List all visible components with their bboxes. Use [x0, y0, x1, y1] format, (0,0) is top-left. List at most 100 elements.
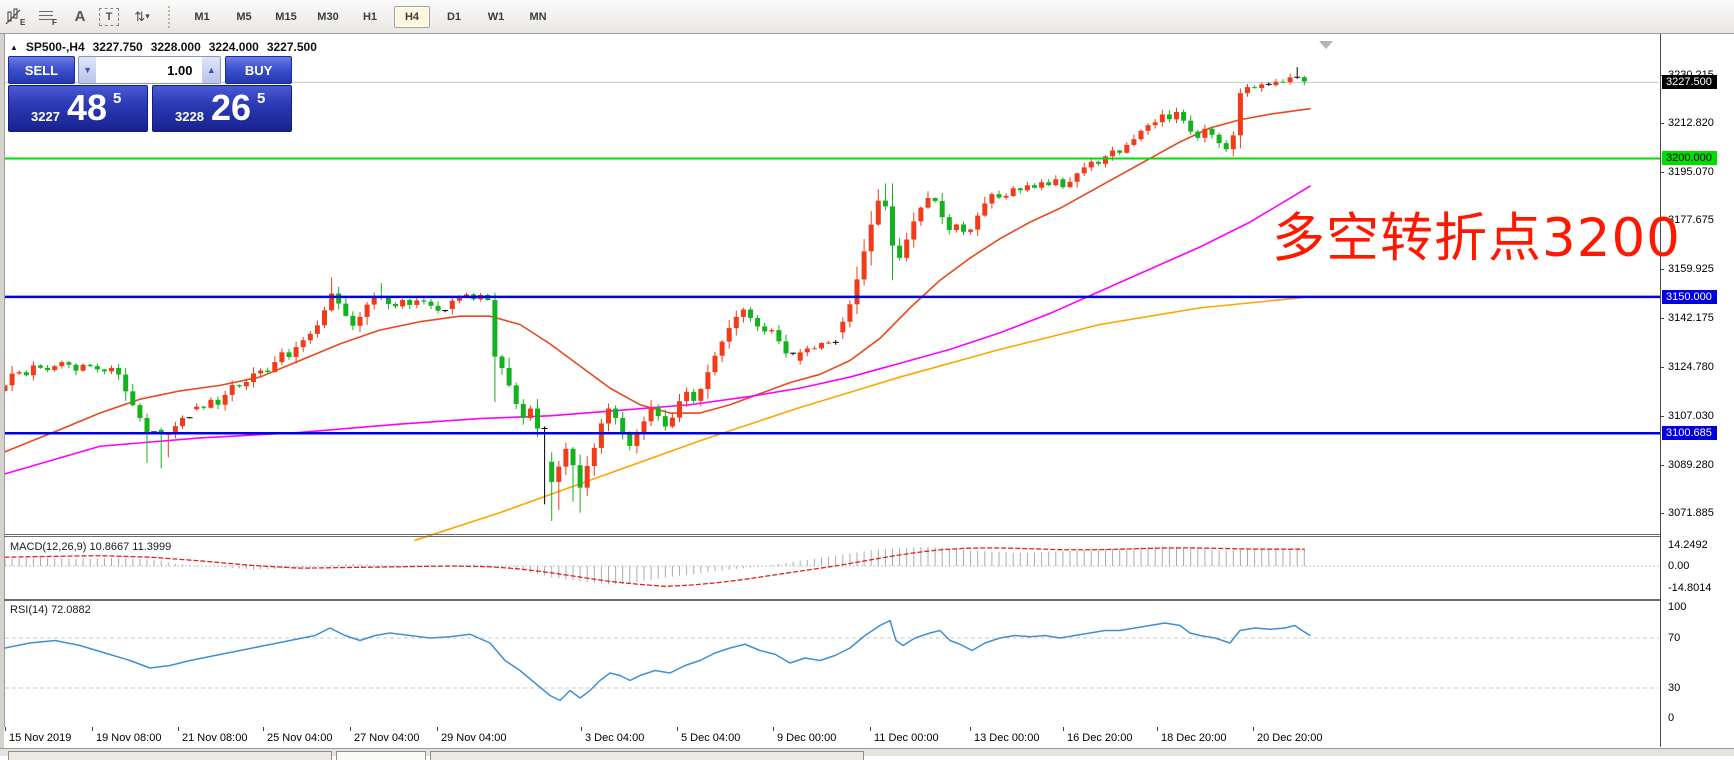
- price-axis-badge: 3227.500: [1662, 75, 1717, 90]
- time-axis-label: 15 Nov 2019: [9, 732, 72, 744]
- rsi-panel[interactable]: [4, 600, 1660, 729]
- timeframe-button-m5[interactable]: M5: [236, 10, 252, 23]
- time-axis-tick: [350, 727, 351, 731]
- timeframe-button-m15[interactable]: M15: [275, 10, 297, 23]
- macd-label: MACD(12,26,9) 10.8667 11.3999: [10, 541, 172, 553]
- rsi-label: RSI(14) 72.0882: [10, 604, 91, 616]
- price-axis-tick: [1661, 74, 1664, 76]
- price-axis-label: 3107.030: [1668, 409, 1714, 422]
- time-axis-tick: [263, 727, 264, 731]
- timeframe-button-h4[interactable]: H4: [394, 5, 430, 28]
- cycler-icon[interactable]: ⇅ ▾: [134, 8, 150, 24]
- symbol-ohlc-bar: ▲ SP500-,H4 3227.750 3228.000 3224.000 3…: [10, 40, 317, 54]
- time-axis-tick: [92, 727, 93, 731]
- time-axis-tick: [870, 727, 871, 731]
- chart-tab[interactable]: [430, 751, 864, 760]
- sell-button[interactable]: SELL: [8, 56, 75, 84]
- rsi-axis-label: 30: [1668, 682, 1681, 694]
- time-axis-tick: [1063, 727, 1064, 731]
- time-axis-label: 18 Dec 20:00: [1161, 732, 1227, 744]
- time-axis-tick: [1253, 727, 1254, 731]
- price-axis-tick: [1661, 318, 1664, 320]
- volume-input[interactable]: [96, 57, 203, 83]
- price-axis-tick: [1661, 415, 1664, 417]
- time-axis-label: 11 Dec 00:00: [874, 732, 939, 744]
- time-axis-label: 16 Dec 20:00: [1067, 732, 1133, 744]
- price-axis-badge: 3150.000: [1662, 289, 1717, 304]
- timeframe-button-m1[interactable]: M1: [194, 10, 210, 23]
- buy-price-handle: 3228: [175, 109, 204, 124]
- rsi-line: [4, 619, 1311, 702]
- time-axis-label: 21 Nov 08:00: [182, 732, 248, 744]
- buy-price-display[interactable]: 3228 26 5: [152, 85, 292, 132]
- chart-tab[interactable]: [8, 751, 332, 760]
- timeframe-button-m30[interactable]: M30: [317, 10, 339, 23]
- buy-price-pip: 5: [257, 90, 266, 107]
- text-label-icon[interactable]: A: [74, 8, 86, 25]
- rsi-axis-label: 100: [1668, 601, 1687, 613]
- ohlc-low: 3224.000: [208, 40, 259, 54]
- ma-fast-red: [4, 107, 1311, 453]
- price-chart-panel[interactable]: [4, 34, 1660, 535]
- rsi-axis-label: 70: [1668, 632, 1681, 644]
- rsi-axis-label: 0: [1668, 712, 1675, 724]
- time-axis[interactable]: 15 Nov 2019 19 Nov 08:00 21 Nov 08:00 25 No…: [4, 727, 1660, 748]
- price-axis-label: 3212.820: [1668, 117, 1714, 129]
- text-box-icon[interactable]: T: [99, 7, 119, 26]
- ohlc-close: 3227.500: [266, 40, 317, 54]
- symbol-name: SP500-,H4: [25, 40, 85, 54]
- macd-signal-line: [4, 547, 1305, 587]
- ohlc-open: 3227.750: [92, 40, 143, 54]
- grid-snap-icon[interactable]: F: [35, 5, 61, 29]
- svg-text:E: E: [20, 18, 26, 27]
- macd-panel[interactable]: [4, 536, 1660, 600]
- price-axis-tick: [1661, 512, 1664, 514]
- price-axis-label: 3195.070: [1668, 166, 1714, 179]
- candlesticks: [2, 67, 1307, 521]
- symbol-expander-icon[interactable]: ▲: [10, 42, 18, 52]
- price-axis-tick: [1661, 220, 1664, 222]
- chart-tab-active[interactable]: [336, 751, 426, 760]
- timeframe-button-h1[interactable]: H1: [362, 10, 378, 23]
- timeframe-button-d1[interactable]: D1: [446, 10, 462, 23]
- chart-annotation-text[interactable]: 多空转折点3200: [1272, 208, 1681, 269]
- price-axis-label: 3159.925: [1668, 263, 1714, 276]
- ohlc-high: 3228.000: [150, 40, 201, 54]
- time-axis-tick: [677, 727, 678, 731]
- time-axis-label: 25 Nov 04:00: [267, 732, 333, 744]
- time-axis-label: 20 Dec 20:00: [1257, 732, 1323, 744]
- time-axis-label: 19 Nov 08:00: [96, 732, 162, 744]
- time-axis-tick: [581, 727, 582, 731]
- sell-price-handle: 3227: [31, 109, 60, 124]
- timeframe-button-w1[interactable]: W1: [487, 10, 505, 23]
- time-axis-tick: [178, 727, 179, 731]
- buy-price-points: 26: [211, 87, 252, 128]
- ma-slow-orange: [414, 296, 1311, 542]
- price-axis-label: 3071.885: [1668, 506, 1714, 519]
- time-axis-tick: [773, 727, 774, 731]
- volume-increase-button[interactable]: ▲: [202, 57, 221, 83]
- sell-price-points: 48: [67, 87, 108, 128]
- window-left-border: [0, 34, 5, 755]
- time-axis-label: 5 Dec 04:00: [681, 732, 741, 744]
- price-axis-label: 3089.280: [1668, 458, 1714, 471]
- buy-button[interactable]: BUY: [225, 56, 292, 84]
- expert-chart-icon[interactable]: E: [3, 5, 29, 29]
- price-axis-label: 3177.675: [1668, 214, 1714, 227]
- price-axis-tick: [1661, 464, 1664, 466]
- price-axis-tick: [1661, 123, 1664, 124]
- sell-price-display[interactable]: 3227 48 5: [8, 85, 148, 132]
- price-axis-label: 3124.780: [1668, 360, 1714, 373]
- time-axis-label: 27 Nov 04:00: [354, 732, 420, 744]
- macd-axis-label: 14.2492: [1668, 539, 1708, 551]
- price-axis-badge: 3200.000: [1662, 151, 1717, 166]
- time-axis-label: 3 Dec 04:00: [585, 732, 645, 744]
- time-axis-label: 9 Dec 00:00: [777, 732, 837, 744]
- sell-price-pip: 5: [113, 90, 122, 107]
- volume-decrease-button[interactable]: ▼: [78, 57, 97, 83]
- latest-bar-marker-icon[interactable]: [1319, 41, 1333, 49]
- toolbar-separator: [168, 5, 175, 28]
- timeframe-button-mn[interactable]: MN: [529, 10, 547, 23]
- price-axis-tick: [1661, 366, 1664, 368]
